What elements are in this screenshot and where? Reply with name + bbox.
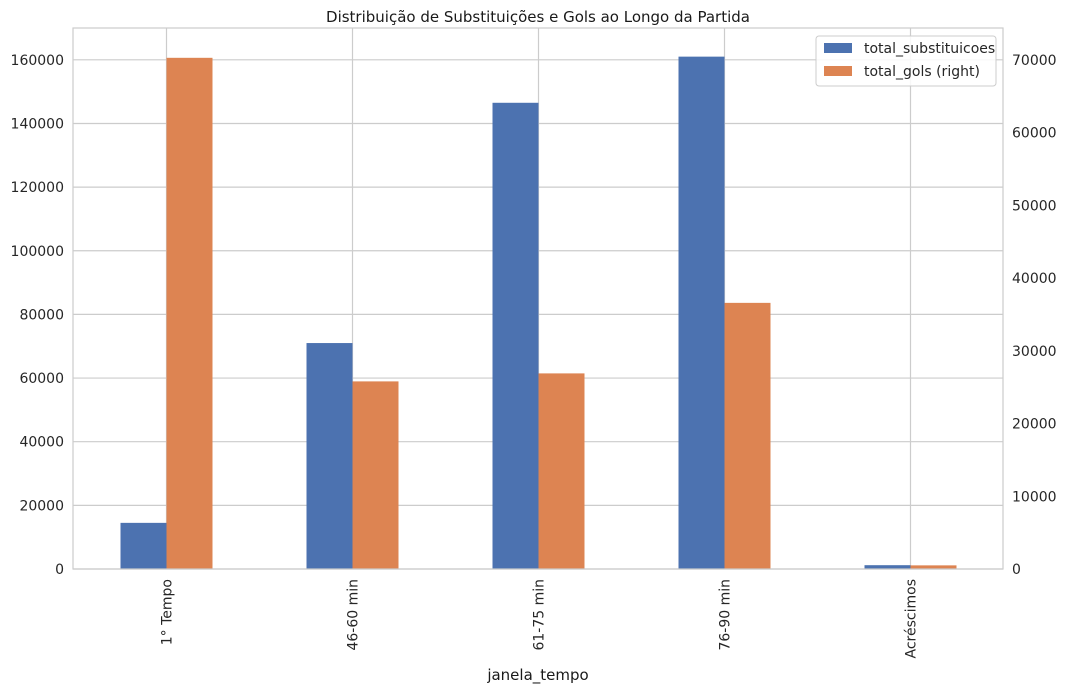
bar-gols-3 <box>725 303 771 569</box>
y-tick-label-left: 40000 <box>19 435 64 451</box>
y-tick-label-right: 10000 <box>1012 489 1057 505</box>
bar-gols-2 <box>539 373 585 569</box>
x-tick-label: 61-75 min <box>532 579 548 651</box>
y-tick-label-right: 30000 <box>1012 344 1057 360</box>
x-axis: 1° Tempo 46-60 min 61-75 min 76-90 min Acrés… <box>160 579 920 658</box>
y-tick-label-left: 20000 <box>19 498 64 514</box>
y-tick-label-right: 0 <box>1012 562 1021 578</box>
y-tick-label-left: 120000 <box>11 180 64 196</box>
y-tick-label-right: 70000 <box>1012 53 1057 69</box>
y-tick-label-left: 80000 <box>19 307 64 323</box>
legend-label-gols: total_gols (right) <box>864 64 980 80</box>
left-axis: 0 20000 40000 60000 80000 100000 120000 140000 1… <box>11 53 64 578</box>
x-tick-label: 46-60 min <box>346 579 362 651</box>
y-tick-label-right: 50000 <box>1012 198 1057 214</box>
y-tick-label-right: 60000 <box>1012 126 1057 142</box>
bar-substituicoes-2 <box>493 103 539 569</box>
y-tick-label-left: 160000 <box>11 53 64 69</box>
x-tick-label: 76-90 min <box>718 579 734 651</box>
bar-gols-1 <box>353 381 399 569</box>
bar-substituicoes-0 <box>121 523 167 569</box>
legend-swatch-gols <box>824 66 852 76</box>
right-axis: 0 10000 20000 30000 40000 50000 60000 70000 <box>1012 53 1057 578</box>
x-tick-label: 1° Tempo <box>160 579 176 645</box>
legend-swatch-substituicoes <box>824 43 852 53</box>
y-tick-label-left: 60000 <box>19 371 64 387</box>
bar-substituicoes-3 <box>679 57 725 569</box>
legend: total_substituicoes total_gols (right) <box>816 36 996 86</box>
bars <box>121 57 957 569</box>
legend-label-substituicoes: total_substituicoes <box>864 41 995 57</box>
y-tick-label-left: 140000 <box>11 116 64 132</box>
y-tick-label-right: 20000 <box>1012 417 1057 433</box>
y-tick-label-left: 0 <box>55 562 64 578</box>
x-tick-label: Acréscimos <box>904 579 920 658</box>
bar-gols-0 <box>167 58 213 569</box>
y-tick-label-left: 100000 <box>11 244 64 260</box>
x-axis-label: janela_tempo <box>486 666 588 685</box>
bar-substituicoes-1 <box>307 343 353 569</box>
y-tick-label-right: 40000 <box>1012 271 1057 287</box>
chart-title: Distribuição de Substituições e Gols ao … <box>326 8 750 26</box>
